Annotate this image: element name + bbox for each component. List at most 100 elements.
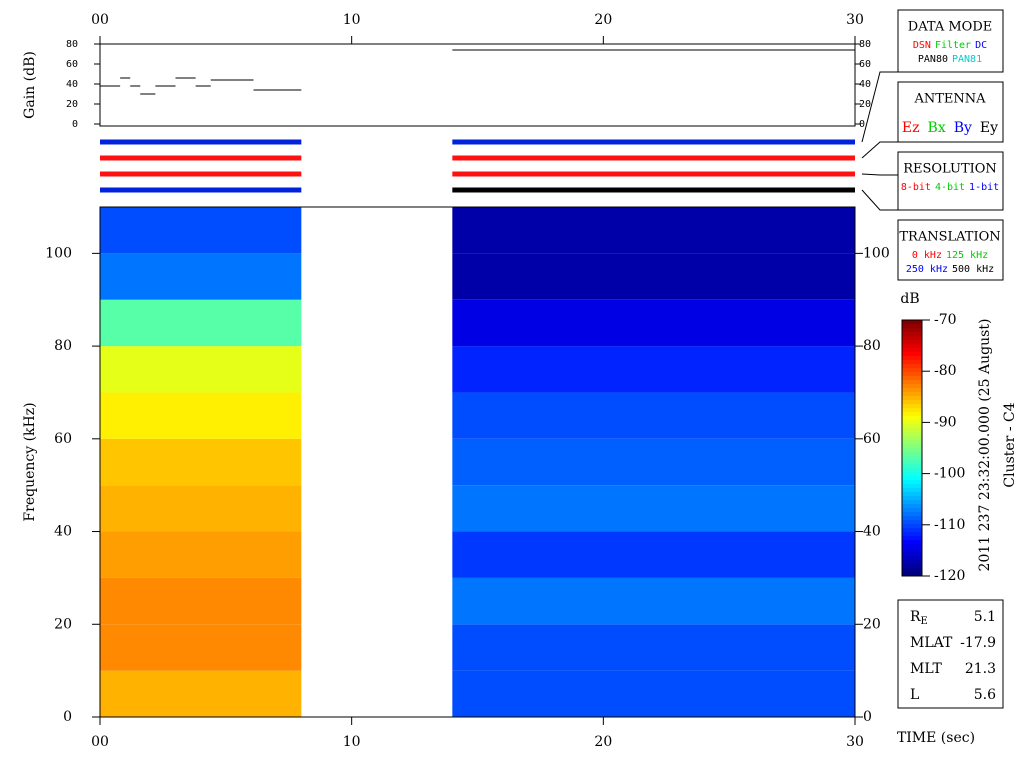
plot-frame bbox=[99, 206, 856, 718]
spectrogram-cell bbox=[452, 577, 855, 625]
colorbar-step bbox=[902, 456, 922, 461]
colorbar-step bbox=[902, 520, 922, 525]
colorbar-step bbox=[902, 568, 922, 573]
colorbar-step bbox=[902, 364, 922, 369]
spectrogram-cell bbox=[100, 253, 302, 300]
params-box bbox=[897, 599, 1004, 709]
colorbar-step bbox=[902, 440, 922, 445]
y-tick-label: 100 bbox=[45, 245, 72, 261]
legend-row: 0 kHz 125 kHz bbox=[912, 250, 988, 261]
colorbar-step bbox=[902, 512, 922, 517]
x-tick-label: 00 bbox=[91, 734, 109, 750]
colorbar-step bbox=[902, 424, 922, 429]
colorbar-step bbox=[902, 572, 922, 577]
legend-row: 8-bit 4-bit 1-bit bbox=[901, 182, 999, 193]
legend-item: 250 kHz bbox=[906, 264, 948, 275]
colorbar-step bbox=[902, 524, 922, 529]
colorbar-step bbox=[902, 556, 922, 561]
legend-item: 1-bit bbox=[969, 182, 999, 193]
gain-frame bbox=[99, 43, 856, 127]
legend-box bbox=[897, 81, 1004, 143]
spectrogram-cell bbox=[452, 485, 855, 532]
colorbar-step bbox=[902, 348, 922, 353]
y-tick-label: 0 bbox=[63, 709, 72, 725]
colorbar-step bbox=[902, 532, 922, 537]
legend-item: Bx bbox=[928, 120, 946, 136]
colorbar-step bbox=[902, 500, 922, 505]
colorbar-step bbox=[902, 472, 922, 477]
legend-item: 500 kHz bbox=[952, 264, 994, 275]
param-name: MLT bbox=[910, 661, 942, 677]
colorbar-tick-label: -80 bbox=[934, 363, 957, 379]
param-name-main: MLAT bbox=[910, 635, 953, 651]
gain-tick-label: 20 bbox=[66, 99, 78, 110]
y-label: Frequency (kHz) bbox=[22, 402, 38, 521]
x-tick-label: 30 bbox=[846, 12, 864, 28]
legend-title: TRANSLATION bbox=[899, 230, 1000, 245]
legend-item: Ez bbox=[902, 120, 920, 136]
legend-item: By bbox=[954, 120, 972, 136]
legend-item: 0 kHz bbox=[912, 250, 942, 261]
colorbar-step bbox=[902, 528, 922, 533]
colorbar-step bbox=[902, 392, 922, 397]
param-name-main: L bbox=[910, 687, 919, 703]
spectrogram-cell bbox=[100, 438, 302, 486]
legend-row: PAN80 PAN81 bbox=[918, 54, 982, 65]
spectrogram-cell bbox=[452, 253, 855, 300]
colorbar-step bbox=[902, 516, 922, 521]
spectrogram-cell bbox=[452, 392, 855, 439]
x-tick-label: 30 bbox=[846, 734, 864, 750]
colorbar-tick-label: -70 bbox=[934, 312, 957, 328]
y-tick-label: 40 bbox=[863, 524, 881, 540]
y-tick-label: 20 bbox=[863, 616, 881, 632]
colorbar-step bbox=[902, 552, 922, 557]
gain-tick-label: 60 bbox=[66, 59, 78, 70]
y-tick-label: 80 bbox=[54, 338, 72, 354]
colorbar-step bbox=[902, 496, 922, 501]
colorbar-step bbox=[902, 428, 922, 433]
colorbar-tick-label: -100 bbox=[934, 466, 965, 482]
colorbar-step bbox=[902, 484, 922, 489]
spectrogram-cell bbox=[100, 624, 302, 671]
gain-tick-label: 20 bbox=[859, 99, 871, 110]
colorbar-step bbox=[902, 388, 922, 393]
y-tick-label: 20 bbox=[54, 616, 72, 632]
x-tick-label: 00 bbox=[91, 12, 109, 28]
y-tick-label: 40 bbox=[54, 524, 72, 540]
x-label: TIME (sec) bbox=[897, 730, 975, 746]
colorbar-step bbox=[902, 328, 922, 333]
colorbar-step bbox=[902, 400, 922, 405]
param-name: L bbox=[910, 687, 919, 703]
spectrogram-cell bbox=[100, 531, 302, 578]
y-tick-label: 0 bbox=[863, 709, 872, 725]
colorbar-step bbox=[902, 332, 922, 337]
param-name-sub: E bbox=[921, 616, 928, 627]
colorbar-step bbox=[902, 408, 922, 413]
spacecraft-label: Cluster - C4 bbox=[1002, 402, 1018, 487]
gain-tick-label: 0 bbox=[72, 119, 78, 130]
colorbar-step bbox=[902, 548, 922, 553]
colorbar-step bbox=[902, 464, 922, 469]
param-name: MLAT bbox=[910, 635, 953, 651]
spectrogram-cell bbox=[452, 531, 855, 578]
spectrogram-cell bbox=[452, 207, 855, 254]
colorbar-step bbox=[902, 380, 922, 385]
colorbar-label: dB bbox=[900, 291, 919, 307]
colorbar-step bbox=[902, 412, 922, 417]
param-value: 21.3 bbox=[965, 661, 996, 677]
colorbar-step bbox=[902, 336, 922, 341]
colorbar-step bbox=[902, 540, 922, 545]
colorbar-step bbox=[902, 372, 922, 377]
legend-row: Ez Bx By Ey bbox=[902, 120, 998, 136]
colorbar-tick-label: -90 bbox=[934, 414, 957, 430]
legend-item: Ey bbox=[980, 120, 998, 136]
colorbar-tick-label: -120 bbox=[934, 568, 965, 584]
spectrogram-cell bbox=[452, 438, 855, 486]
gain-tick-label: 60 bbox=[859, 59, 871, 70]
colorbar-step bbox=[902, 376, 922, 381]
colorbar-step bbox=[902, 356, 922, 361]
legend-item: PAN80 bbox=[918, 54, 948, 65]
legend-item: 4-bit bbox=[935, 182, 965, 193]
colorbar-step bbox=[902, 396, 922, 401]
